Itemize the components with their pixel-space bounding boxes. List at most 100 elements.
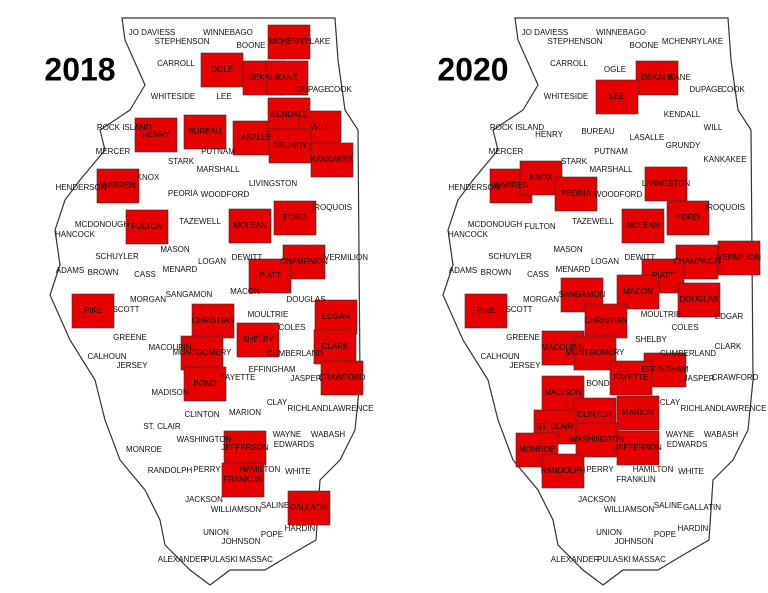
county-label: MOULTRIE	[248, 310, 289, 319]
county-label: ALEXANDER	[158, 555, 207, 564]
county-label: MASON	[553, 245, 583, 254]
county-label: EDWARDS	[667, 440, 708, 449]
county-label: CLARK	[322, 342, 349, 351]
county-label: MCHENRY	[662, 37, 703, 46]
county-label: GREENE	[506, 333, 540, 342]
county-label: POPE	[261, 530, 283, 539]
highlighted-county	[265, 60, 309, 96]
county-label: CHAMPAIGN	[280, 257, 328, 266]
county-label: RANDOLPH	[541, 466, 586, 475]
county-label: SANGAMON	[166, 290, 213, 299]
county-label: CALHOUN	[480, 352, 519, 361]
county-label: BOONE	[237, 41, 266, 50]
county-label: STARK	[561, 157, 588, 166]
county-label: BUREAU	[581, 127, 615, 136]
county-label: PULASKI	[597, 555, 631, 564]
county-label: CLAY	[660, 398, 681, 407]
highlighted-county	[464, 293, 508, 329]
highlighted-county	[575, 422, 619, 458]
county-label: COLES	[278, 323, 305, 332]
county-label: MENARD	[163, 265, 198, 274]
county-label: WOODFORD	[594, 190, 643, 199]
county-label: MCLEAN	[626, 221, 660, 230]
county-label: STEPHENSON	[547, 37, 602, 46]
county-label: RICHLAND	[681, 404, 722, 413]
highlighted-county	[200, 52, 244, 88]
county-label: CLINTON	[185, 410, 220, 419]
county-label: EDGAR	[322, 312, 351, 321]
county-label: WILLIAMSON	[604, 505, 654, 514]
county-label: MCDONOUGH	[468, 220, 522, 229]
highlighted-county	[644, 166, 688, 202]
county-label: MONROE	[519, 445, 555, 454]
highlighted-county	[228, 208, 272, 244]
county-label: DUPAGE	[296, 85, 329, 94]
county-label: KANE	[669, 73, 691, 82]
county-label: FULTON	[524, 222, 555, 231]
county-label: CARROLL	[157, 59, 195, 68]
county-label: WABASH	[311, 430, 346, 439]
county-label: RICHLAND	[288, 404, 329, 413]
county-label: IROQUOIS	[312, 203, 352, 212]
county-label: CASS	[134, 270, 156, 279]
county-label: SALINE	[261, 501, 289, 510]
county-label: ROCK ISLAND	[490, 123, 544, 132]
county-label: MORGAN	[523, 295, 559, 304]
highlighted-county	[268, 128, 312, 164]
county-label: KNOX	[137, 173, 160, 182]
county-label: PIKE	[477, 306, 495, 315]
county-label: LOGAN	[591, 257, 619, 266]
county-label: MACOUPIN	[541, 343, 584, 352]
county-label: PEORIA	[168, 189, 199, 198]
county-label: LOGAN	[198, 257, 226, 266]
county-label: LAWRENCE	[328, 404, 373, 413]
county-label: CHRISTIAN	[584, 316, 627, 325]
county-label: ADAMS	[56, 266, 84, 275]
county-label: ST. CLAIR	[536, 422, 574, 431]
county-label: ST. CLAIR	[143, 422, 181, 431]
county-label: LEE	[609, 92, 624, 101]
county-label: BROWN	[88, 268, 119, 277]
map-title: 2020	[437, 51, 508, 87]
county-label: UNION	[203, 528, 229, 537]
county-label: MACON	[623, 287, 653, 296]
county-label: HAMILTON	[633, 465, 674, 474]
county-label: JEFFERSON	[614, 443, 662, 452]
county-label: WILLIAMSON	[211, 505, 261, 514]
county-label: WASHINGTON	[570, 435, 625, 444]
county-label: JOHNSON	[614, 537, 653, 546]
county-label: GREENE	[113, 333, 147, 342]
county-label: CHAMPAIGN	[673, 257, 721, 266]
county-label: EFFINGHAM	[248, 365, 295, 374]
county-label: PEORIA	[561, 189, 592, 198]
county-label: KANKAKEE	[310, 155, 353, 164]
county-label: PIATT	[259, 271, 281, 280]
county-label: PERRY	[586, 465, 614, 474]
county-label: MONROE	[126, 445, 162, 454]
county-label: JERSEY	[116, 361, 148, 370]
county-label: HARDIN	[678, 524, 709, 533]
highlighted-county	[616, 430, 660, 466]
highlighted-county	[248, 258, 292, 294]
county-label: TAZEWELL	[179, 217, 221, 226]
county-label: HENRY	[535, 130, 564, 139]
county-label: FRANKLIN	[223, 475, 263, 484]
county-label: CLINTON	[578, 410, 613, 419]
highlighted-county	[273, 200, 317, 236]
county-label: COOK	[721, 85, 745, 94]
county-label: MADISON	[544, 388, 582, 397]
county-label: MCDONOUGH	[75, 220, 129, 229]
county-label: BOONE	[630, 41, 659, 50]
county-label: STARK	[168, 157, 195, 166]
highlighted-county	[125, 209, 169, 245]
county-label: WOODFORD	[201, 190, 250, 199]
highlighted-county	[134, 117, 178, 153]
county-label: EFFINGHAM	[641, 365, 688, 374]
county-label: GRUNDY	[666, 141, 701, 150]
county-label: WASHINGTON	[177, 435, 232, 444]
county-label: MCHENRY	[269, 37, 310, 46]
county-label: PIATT	[652, 271, 674, 280]
county-label: KANE	[276, 73, 298, 82]
highlighted-county	[183, 114, 227, 150]
